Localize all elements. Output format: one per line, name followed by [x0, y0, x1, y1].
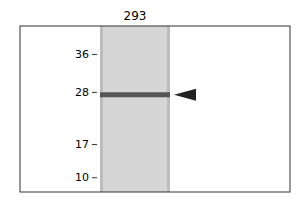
chart: 36 28 17 10 293 — [0, 0, 300, 200]
chart-container: 36 28 17 10 293 — [0, 0, 300, 200]
plot-background — [20, 26, 290, 192]
plot-frame — [20, 26, 290, 192]
lane-edge — [100, 26, 103, 192]
y-tick — [92, 92, 97, 93]
y-tick — [92, 144, 97, 145]
y-tick-label: 28 — [75, 86, 89, 99]
y-tick — [92, 177, 97, 178]
lane-edge — [167, 26, 170, 192]
band-arrow — [174, 89, 196, 101]
y-tick-label: 10 — [75, 171, 89, 184]
title: 293 — [124, 9, 147, 23]
y-tick — [92, 54, 97, 55]
y-tick-label: 17 — [75, 138, 89, 151]
y-tick-label: 36 — [75, 48, 89, 61]
band — [100, 92, 170, 97]
plot-area — [100, 26, 196, 192]
lane — [100, 26, 170, 192]
